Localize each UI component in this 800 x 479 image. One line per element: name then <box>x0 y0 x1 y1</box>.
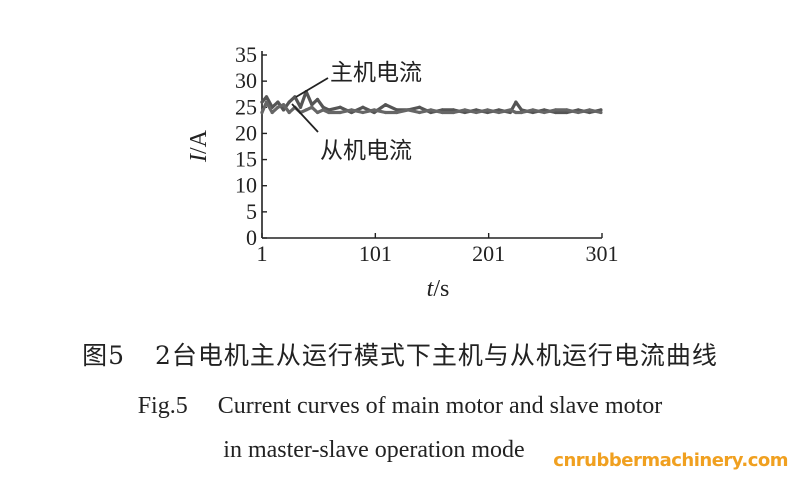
y-tick-label: 20 <box>235 120 257 145</box>
slave-motor-point <box>304 108 308 112</box>
main-motor-point <box>310 103 314 107</box>
annotation-main-motor: 主机电流 <box>330 60 422 86</box>
main-motor-point <box>383 103 388 107</box>
main-motor-point <box>260 100 264 104</box>
slave-motor-point <box>531 108 535 112</box>
y-tick-label: 35 <box>235 42 257 67</box>
y-tick-label: 15 <box>235 147 257 172</box>
caption-chinese: 图5 2台电机主从运行模式下主机与从机运行电流曲线 <box>0 336 800 372</box>
y-tick-label: 0 <box>246 225 257 250</box>
caption-en-label: Fig.5 <box>137 393 188 419</box>
chart-series <box>260 89 603 115</box>
main-motor-point <box>298 105 303 109</box>
main-motor-point <box>276 100 280 104</box>
slave-motor-point <box>599 110 603 115</box>
slave-motor-point <box>451 110 456 115</box>
slave-motor-point <box>310 105 314 109</box>
slave-motor-point <box>315 110 320 115</box>
x-tick-label: 101 <box>359 241 392 266</box>
y-tick-label: 30 <box>235 68 257 93</box>
main-motor-point <box>338 105 342 109</box>
y-tick-label: 25 <box>235 94 257 119</box>
slave-motor-point <box>264 100 269 104</box>
slave-motor-point <box>542 110 546 115</box>
slave-motor-point <box>321 108 325 112</box>
slave-motor-point <box>565 108 569 112</box>
slave-motor-point <box>508 108 512 112</box>
x-tick-label: 1 <box>257 241 268 266</box>
x-axis-title: t/s <box>427 276 450 302</box>
main-motor-point <box>315 97 320 102</box>
main-motor-point <box>417 105 422 109</box>
x-tick-label: 301 <box>586 241 619 266</box>
slave-motor-point <box>349 108 354 112</box>
slave-motor-point <box>406 108 410 112</box>
caption-english-line2: in master-slave operation mode <box>0 437 800 464</box>
slave-motor-point <box>270 110 274 115</box>
slave-motor-point <box>361 110 365 115</box>
caption-en-text-1: Current curves of main motor and slave m… <box>217 393 663 419</box>
main-motor-point <box>264 95 269 99</box>
slave-motor-point <box>276 105 280 109</box>
slave-motor-point <box>383 110 388 115</box>
main-motor-point <box>293 95 297 99</box>
slave-motor-point <box>429 108 433 112</box>
slave-motor-point <box>440 110 444 115</box>
main-motor-point <box>321 105 325 109</box>
main-motor-point <box>281 108 286 112</box>
slave-motor-point <box>576 110 580 115</box>
slave-motor-point <box>497 110 501 115</box>
slave-motor-point <box>417 110 422 115</box>
caption-cn-text: 2台电机主从运行模式下主机与从机运行电流曲线 <box>154 341 718 370</box>
watermark: cnrubbermachinery.com <box>553 450 788 471</box>
main-motor-leader <box>295 77 329 98</box>
slave-motor-point <box>287 110 291 115</box>
slave-motor-point <box>485 108 490 112</box>
slave-motor-point <box>338 110 342 115</box>
slave-motor-point <box>395 110 399 115</box>
slave-motor-point <box>327 110 331 115</box>
slave-motor-point <box>463 108 467 112</box>
slave-motor-point <box>587 108 592 112</box>
chart-axis-titles: t/s I/A <box>186 129 449 302</box>
slave-motor-point <box>281 103 286 107</box>
caption-cn-label: 图5 <box>82 341 125 370</box>
annotation-slave-motor: 从机电流 <box>320 138 412 164</box>
slave-motor-point <box>514 110 518 115</box>
slave-motor-point <box>474 110 478 115</box>
x-tick-label: 201 <box>472 241 505 266</box>
slave-motor-point <box>372 108 376 112</box>
chart-axes <box>261 51 602 239</box>
slave-motor-point <box>260 110 264 115</box>
main-motor-point <box>514 100 518 104</box>
slave-motor-point <box>519 110 524 115</box>
y-tick-label: 10 <box>235 173 257 198</box>
y-axis-title: I/A <box>186 129 212 163</box>
main-motor-point <box>287 100 291 104</box>
caption-en-text-2: in master-slave operation mode <box>223 437 525 463</box>
caption-english-line1: Fig.5 Current curves of main motor and sl… <box>0 393 800 420</box>
y-tick-label: 5 <box>246 199 257 224</box>
slave-motor-point <box>553 108 558 112</box>
main-motor-point <box>361 105 365 109</box>
slave-motor-leader <box>291 103 319 133</box>
